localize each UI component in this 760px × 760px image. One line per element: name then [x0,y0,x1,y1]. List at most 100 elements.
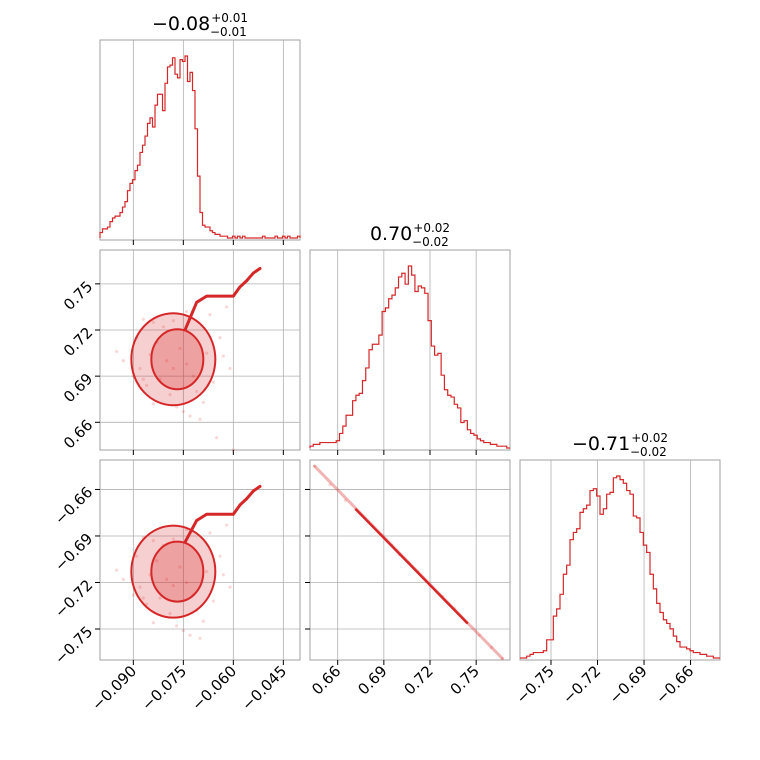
title-p1: 0.70+0.02 −0.02 [370,221,450,249]
panel-frame [99,249,301,451]
scatter-point [161,325,165,329]
scatter-point [221,573,225,577]
scatter-point [138,585,142,589]
panel-hist-p0 [99,39,301,241]
scatter-point [168,393,172,397]
scatter-point [171,366,175,371]
contour-inner [150,328,205,391]
histogram-p1 [309,265,510,449]
scatter-point [181,409,185,414]
x-tick-label: −0.75 [513,662,558,707]
scatter-point [185,580,189,585]
scatter-point [205,351,209,355]
scatter-point [131,593,135,597]
x-tick-label: −0.72 [559,662,604,707]
contour-line [354,508,469,625]
panel-frame [519,459,721,661]
panel-scatter-p1-p2 [309,459,511,661]
scatter-point [171,319,175,323]
scatter-point [151,539,155,543]
scatter-point [500,656,504,661]
scatter-point [135,554,139,558]
histogram-p0 [99,55,301,239]
panel-frame [309,459,511,661]
scatter-point [218,554,222,558]
scatter-point [188,414,192,418]
scatter-point [228,366,232,371]
scatter-point [178,565,182,569]
contour-inner [150,540,205,603]
chart-marks: −0.090−0.075−0.060−0.045 0.66 0.69 0.72 0.75… [51,40,720,714]
y-tick-label: −0.75 [51,623,96,668]
scatter-point [171,537,175,541]
scatter-point [313,464,317,468]
panel-scatter-p0-p2 [99,459,301,661]
panel-frame [99,459,301,661]
y-tick-label: 0.75 [60,277,96,313]
scatter-point [155,559,159,563]
panel-frame [309,249,511,451]
title-p0: −0.08+0.01 −0.01 [152,11,248,39]
scatter-point [215,436,219,440]
y-tick-label: 0.69 [60,370,96,406]
scatter-point [115,568,119,572]
panel-hist-p2 [519,459,721,661]
scatter-point [178,346,182,351]
scatter-point [115,349,119,354]
scatter-point [185,309,189,314]
scatter-point [225,523,229,527]
scatter-point [343,498,347,502]
scatter-point [198,636,202,640]
scatter-point [151,621,155,625]
x-tick-label: 0.75 [447,662,483,698]
scatter-point [145,602,149,606]
scatter-point [141,596,145,600]
y-tick-label: −0.72 [51,576,96,621]
x-tick-label: −0.090 [88,662,140,714]
scatter-point [195,389,199,394]
scatter-point [228,585,232,589]
scatter-point [175,624,179,628]
scatter-point [218,336,222,340]
scatter-point [188,633,192,637]
scatter-point [211,380,215,384]
scatter-point [208,531,212,535]
scatter-point [168,611,172,616]
scatter-point [165,359,169,363]
panel-frame [99,39,301,241]
scatter-point [191,374,195,378]
scatter-point [121,359,125,363]
scatter-point [211,599,215,603]
x-tick-label: −0.66 [652,662,697,707]
scatter-point [158,596,162,600]
y-tick-label: 0.72 [60,324,96,360]
scatter-point [145,383,149,387]
scatter-point [141,317,145,321]
scatter-point [225,305,229,309]
scatter-point [121,577,125,581]
title-p2: −0.71+0.02 −0.02 [572,431,668,459]
x-tick-label: 0.72 [400,662,436,698]
scatter-point [489,645,494,650]
contour-tail [183,266,262,331]
scatter-point [165,577,169,581]
scatter-point [201,619,205,623]
scatter-point [201,400,205,404]
contour-tail [183,484,262,544]
scatter-point [185,362,189,366]
scatter-point [171,583,175,588]
scatter-point [151,402,155,406]
scatter-point [221,354,225,358]
x-tick-label: −0.075 [138,662,190,714]
scatter-point [198,417,202,421]
x-tick-label: −0.045 [238,662,290,714]
panel-scatter-p0-p1 [99,249,301,451]
panel-hist-p1 [309,249,511,451]
scatter-point [208,313,212,317]
scatter-point [477,633,481,637]
scatter-point [181,628,185,633]
histogram-p2 [520,475,720,659]
x-tick-label: −0.69 [606,662,651,707]
scatter-point [328,483,332,487]
